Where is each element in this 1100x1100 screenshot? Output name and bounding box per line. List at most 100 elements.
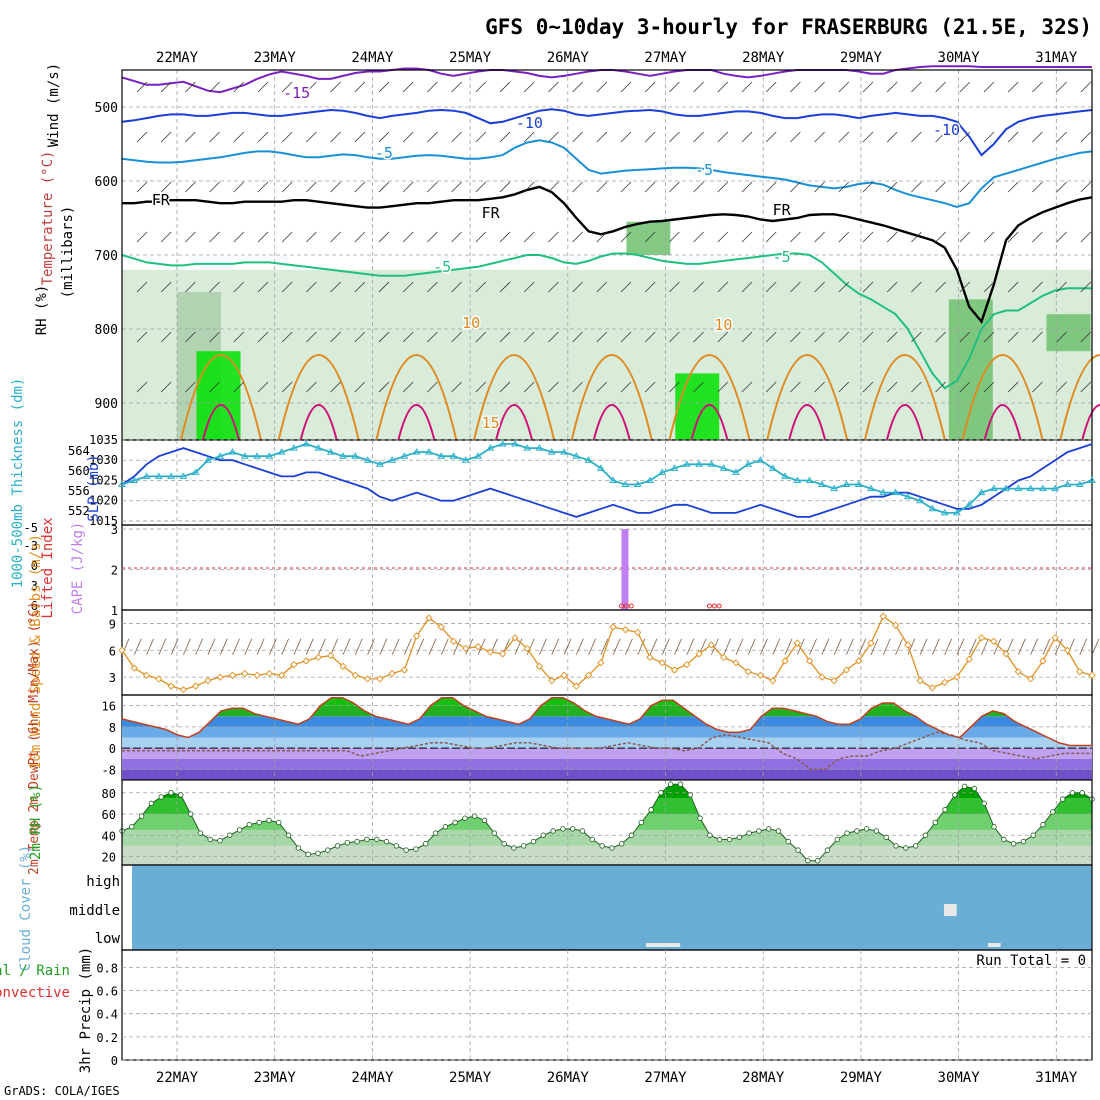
wind-barb bbox=[711, 638, 719, 655]
wind-barb bbox=[402, 181, 414, 193]
thickness-point bbox=[903, 492, 912, 500]
wind-speed-point bbox=[1002, 650, 1010, 658]
thickness-point bbox=[830, 484, 839, 492]
wind-barb bbox=[723, 638, 732, 655]
cloud-gap bbox=[987, 943, 1001, 947]
wind-tick-label: 9 bbox=[109, 617, 116, 631]
thickness-tick-label: 552 bbox=[68, 504, 90, 518]
wind-speed-point bbox=[216, 673, 224, 681]
rh-point bbox=[942, 807, 948, 813]
wind-barb bbox=[838, 231, 850, 243]
isotherm-arch bbox=[788, 404, 827, 441]
axis-label: 1000-500mb Thickness (dm) bbox=[10, 378, 26, 589]
thickness-point bbox=[646, 476, 654, 483]
wind-speed-point bbox=[781, 657, 789, 665]
rh2m-panel: 20 40 60 80 2m RH (%) bbox=[28, 779, 1095, 866]
rh-point bbox=[1030, 832, 1036, 838]
isotherm-label: FR bbox=[773, 201, 792, 219]
wind-speed-point bbox=[769, 677, 777, 685]
wind-barb bbox=[717, 281, 729, 293]
lifted-point bbox=[628, 603, 634, 609]
wind-speed-point bbox=[609, 623, 617, 631]
wind-barb bbox=[644, 181, 656, 193]
wind-barb bbox=[790, 131, 801, 143]
wind-barb bbox=[499, 131, 511, 143]
isotherm-arch bbox=[375, 354, 458, 441]
wind-barb bbox=[523, 281, 535, 293]
wind-barb bbox=[862, 81, 874, 93]
wind-barb bbox=[281, 131, 293, 143]
rh-point bbox=[893, 843, 899, 849]
wind-speed-point bbox=[462, 644, 470, 653]
rh-point bbox=[736, 834, 742, 841]
wind-barb bbox=[669, 331, 680, 343]
wind-barb bbox=[185, 381, 196, 393]
rh-point bbox=[178, 792, 184, 798]
wind-barb bbox=[911, 381, 922, 393]
wind-barb bbox=[717, 231, 729, 243]
wind-barb bbox=[1007, 281, 1019, 293]
wind-barb bbox=[669, 381, 680, 393]
wind-speed-point bbox=[1039, 657, 1047, 665]
rh-point bbox=[266, 817, 272, 824]
wind-barb bbox=[330, 231, 341, 243]
wind-barb bbox=[838, 331, 850, 343]
wind-barb bbox=[644, 131, 656, 143]
isotherm-label: FR bbox=[152, 191, 171, 209]
wind-barb bbox=[499, 381, 511, 393]
wind-barb bbox=[160, 331, 172, 343]
wind-barb bbox=[1054, 638, 1063, 655]
thickness-point bbox=[670, 464, 679, 471]
thickness-point bbox=[523, 444, 532, 451]
wind-barb bbox=[354, 281, 366, 293]
wind-barb bbox=[402, 81, 414, 93]
wind-barb bbox=[306, 281, 317, 293]
wind-barb bbox=[790, 231, 801, 243]
wind-barb bbox=[416, 638, 425, 655]
cape-bar bbox=[621, 529, 629, 610]
wind-barb bbox=[185, 231, 196, 243]
wind-barb bbox=[717, 131, 729, 143]
wind-barb bbox=[451, 131, 462, 143]
thickness-point bbox=[560, 448, 568, 455]
lifted-tick-label: -3 bbox=[24, 539, 38, 553]
wind-barb bbox=[244, 638, 253, 655]
wind-speed-point bbox=[646, 653, 654, 662]
wind-speed-point bbox=[548, 677, 556, 685]
top-date-label: 29MAY bbox=[840, 50, 883, 66]
wind-barb bbox=[185, 181, 196, 193]
wind-barb bbox=[612, 638, 621, 655]
wind-barb bbox=[870, 638, 879, 655]
rh-point bbox=[334, 843, 341, 849]
chart-title: GFS 0~10day 3-hourly for FRASERBURG (21.… bbox=[485, 15, 1092, 39]
wind-barb bbox=[523, 231, 535, 243]
wind-barb bbox=[185, 331, 196, 343]
wind-barb bbox=[886, 331, 898, 343]
axis-label: SLP (mb) bbox=[86, 454, 102, 521]
temp-tick-label: 8 bbox=[109, 721, 116, 735]
wind-barb bbox=[741, 331, 753, 343]
wind-barb bbox=[160, 231, 172, 243]
wind-barb bbox=[765, 181, 777, 193]
thickness-point bbox=[916, 496, 924, 504]
axis-label: 2m Temp 2m DewPt (6hr Min/Max) (°C) bbox=[27, 601, 42, 875]
wind-barb bbox=[1080, 231, 1092, 243]
wind-speed-point bbox=[486, 648, 494, 656]
wind-barb bbox=[959, 381, 971, 393]
wind-speed-point bbox=[277, 671, 286, 679]
wind-speed-point bbox=[965, 655, 973, 663]
thickness-point bbox=[1051, 484, 1060, 492]
temp-band bbox=[122, 758, 1092, 770]
axis-label: CAPE (J/kg) bbox=[70, 522, 86, 615]
thickness-point bbox=[425, 448, 433, 455]
wind-speed-point bbox=[683, 660, 691, 669]
thickness-point bbox=[756, 456, 765, 463]
axis-label: RH (%) bbox=[34, 285, 50, 336]
wind-barb bbox=[1056, 281, 1067, 293]
wind-barb bbox=[956, 638, 965, 655]
wind-barb bbox=[402, 131, 414, 143]
thickness-point bbox=[388, 456, 397, 463]
wind-barb bbox=[233, 331, 245, 343]
wind-barb bbox=[402, 281, 414, 293]
isotherm-label: -5 bbox=[695, 161, 713, 179]
